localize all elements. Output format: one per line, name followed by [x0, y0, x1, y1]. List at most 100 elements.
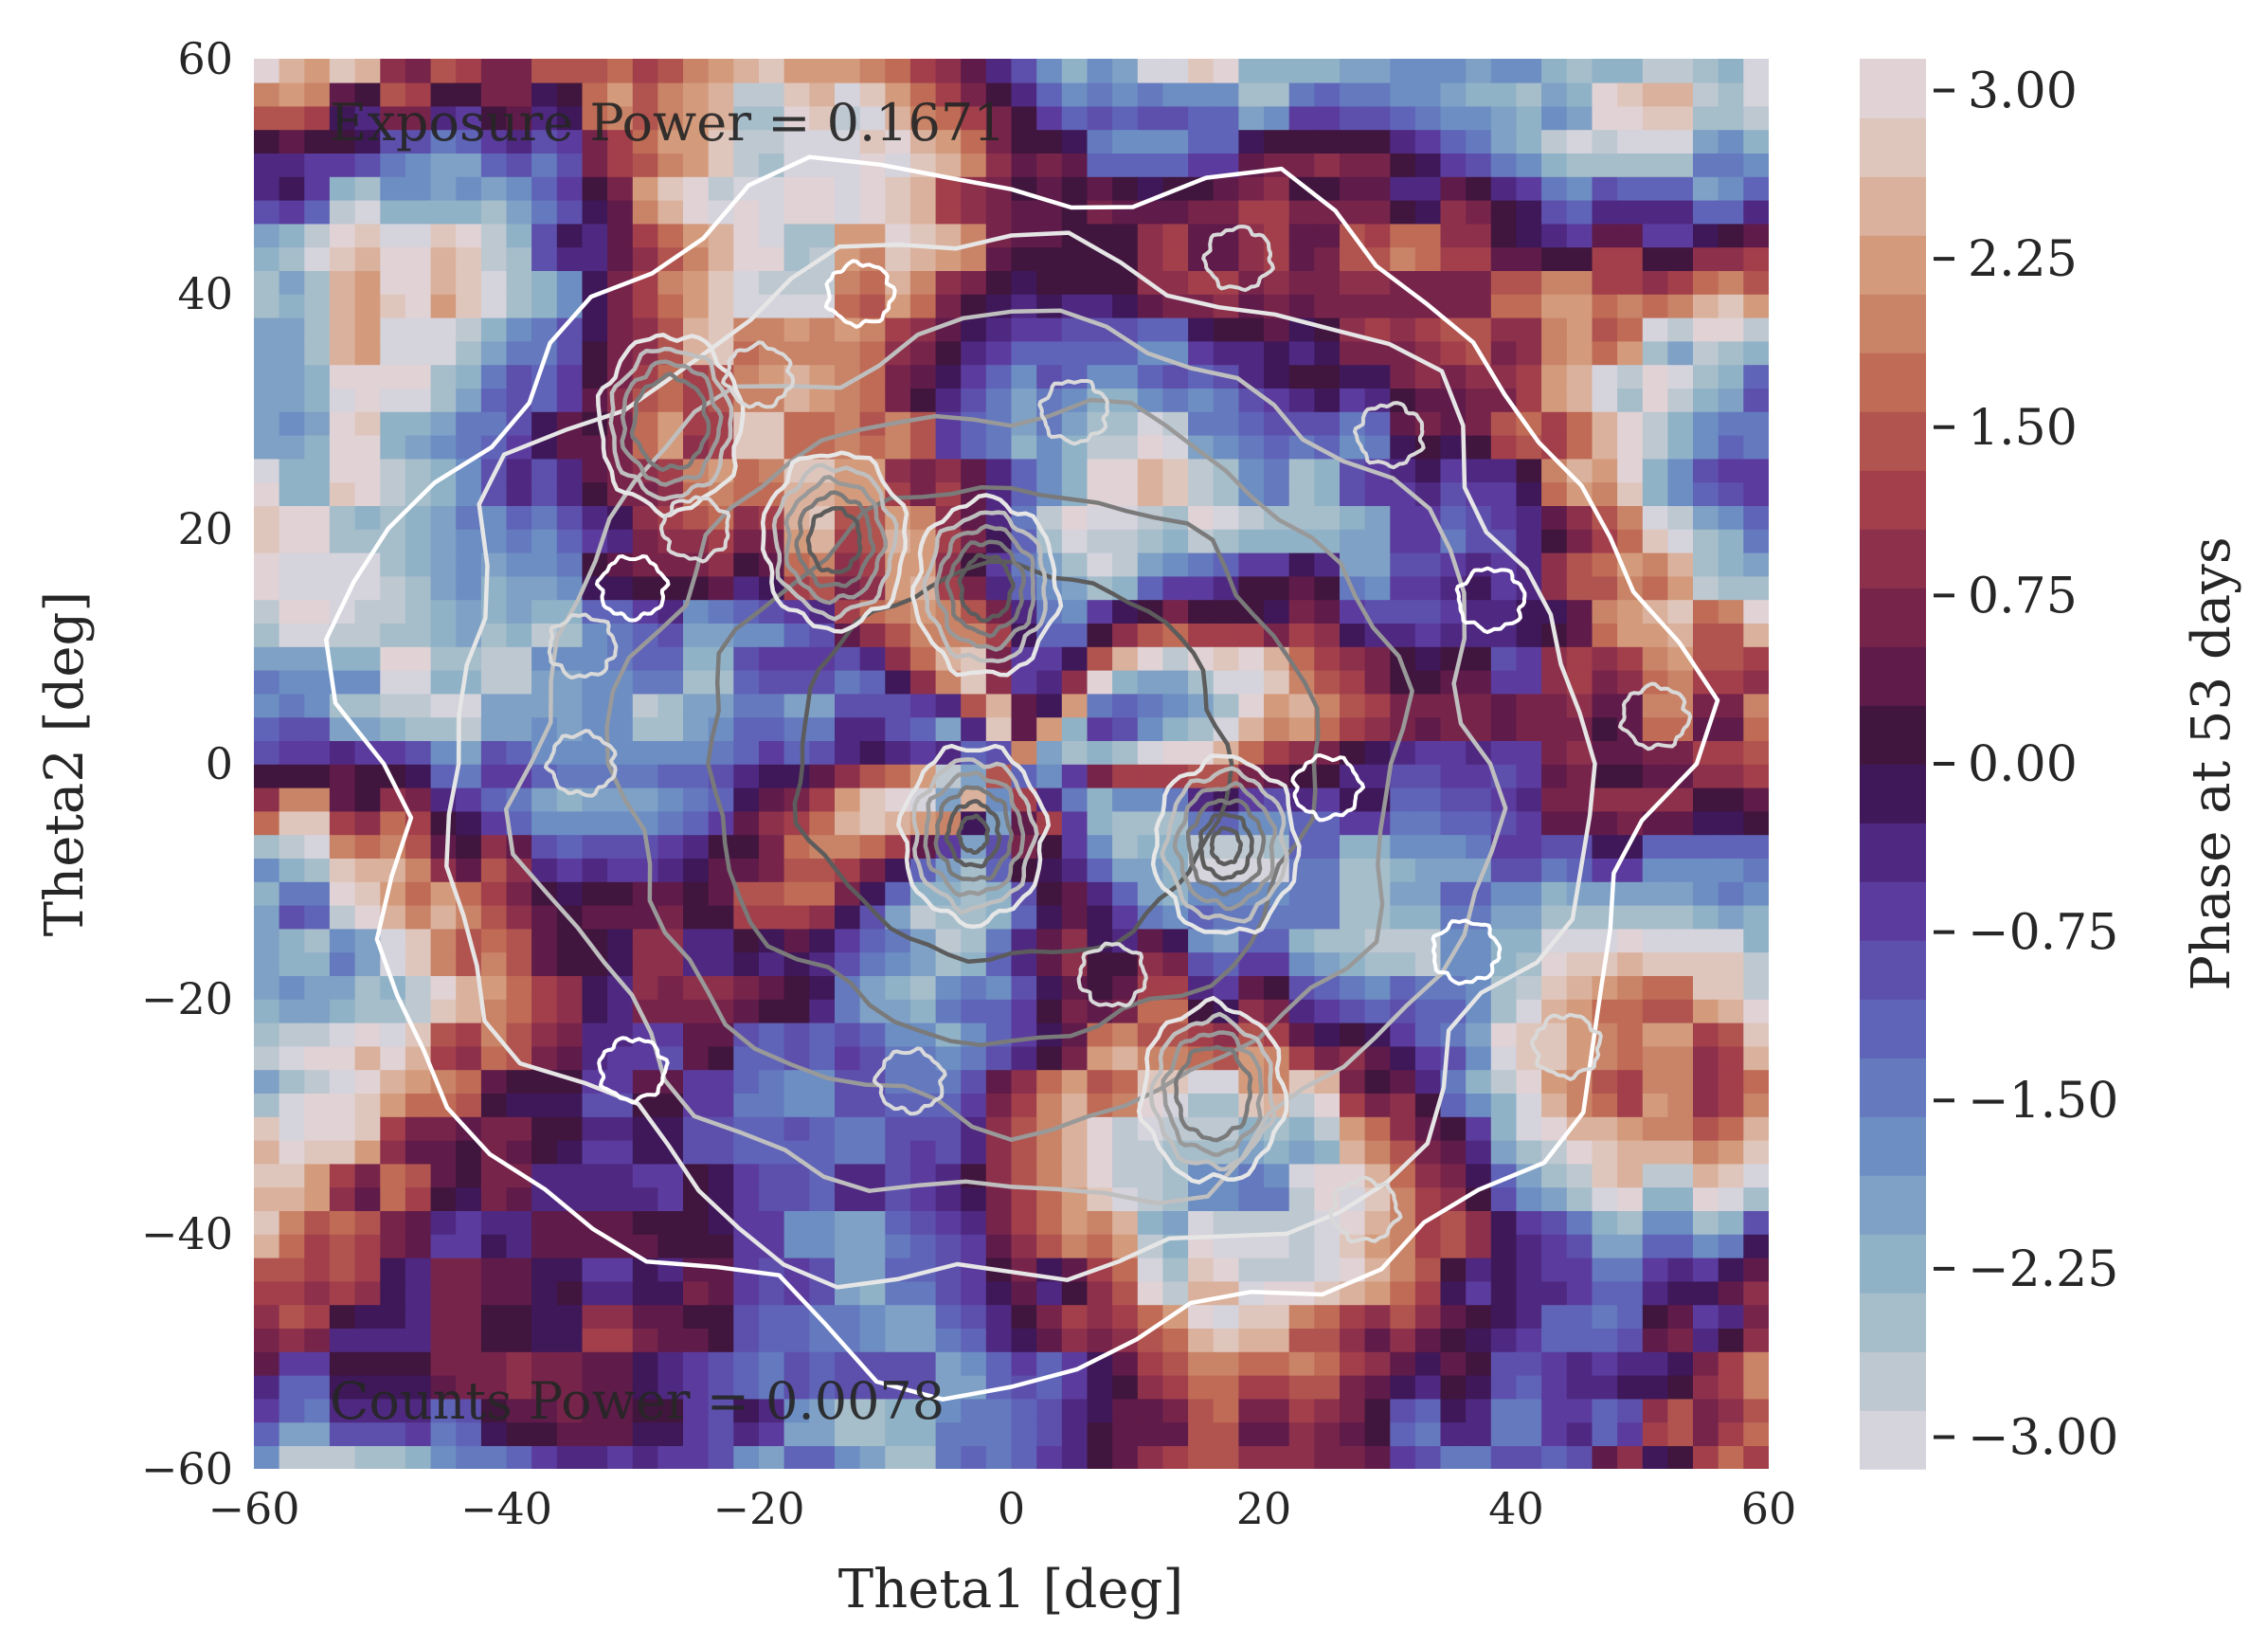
heatmap-cell [1036, 1163, 1063, 1188]
heatmap-cell [1642, 411, 1669, 436]
heatmap-cell [329, 975, 356, 1000]
heatmap-cell [657, 1163, 684, 1188]
heatmap-cell [329, 505, 356, 530]
heatmap-cell [1414, 1445, 1442, 1469]
heatmap-cell [582, 1351, 608, 1376]
heatmap-cell [254, 481, 280, 506]
heatmap-cell [1667, 1257, 1694, 1282]
heatmap-cell [985, 81, 1013, 107]
heatmap-cell [1188, 388, 1215, 412]
heatmap-cell [859, 340, 886, 366]
heatmap-cell [607, 928, 634, 953]
heatmap-cell [1414, 1398, 1442, 1423]
heatmap-cell [1087, 1116, 1113, 1141]
heatmap-cell [304, 1234, 331, 1258]
heatmap-cell [1642, 1374, 1669, 1400]
heatmap-cell [1617, 1022, 1644, 1047]
heatmap-cell [1137, 646, 1164, 671]
heatmap-cell [708, 951, 735, 976]
heatmap-cell [885, 434, 911, 460]
heatmap-cell [783, 1374, 810, 1400]
heatmap-cell [1213, 669, 1240, 695]
heatmap-cell [380, 270, 406, 295]
heatmap-cell [1667, 1280, 1694, 1306]
heatmap-cell [783, 199, 810, 225]
heatmap-cell [582, 881, 608, 906]
heatmap-cell [279, 669, 306, 695]
heatmap-cell [531, 1234, 558, 1258]
contour-line [544, 729, 618, 798]
heatmap-cell [254, 1280, 280, 1306]
heatmap-cell [556, 552, 584, 577]
heatmap-cell [733, 1234, 760, 1258]
heatmap-cell [1516, 1351, 1542, 1376]
contour-line [1530, 1012, 1603, 1081]
heatmap-cell [1490, 669, 1518, 695]
heatmap-cell [279, 411, 306, 436]
heatmap-cell [1011, 999, 1037, 1023]
heatmap-cell [1592, 1304, 1618, 1329]
heatmap-cell [1642, 1304, 1669, 1329]
heatmap-cell [1743, 1234, 1769, 1258]
heatmap-cell [1112, 176, 1139, 201]
heatmap-cell [1693, 529, 1719, 553]
heatmap-cell [909, 693, 937, 718]
heatmap-cell [683, 646, 710, 671]
contour-line [805, 506, 863, 574]
heatmap-cell [1314, 105, 1341, 131]
heatmap-cell [254, 881, 280, 906]
heatmap-cell [380, 199, 406, 225]
heatmap-cell [1340, 1398, 1366, 1423]
heatmap-cell [935, 1328, 962, 1352]
heatmap-cell [1718, 1069, 1745, 1094]
heatmap-cell [506, 575, 532, 601]
heatmap-cell [531, 834, 558, 859]
heatmap-cell [1718, 1328, 1745, 1352]
heatmap-cell [1693, 105, 1719, 131]
contour-line [1290, 753, 1365, 823]
heatmap-cell [1061, 1069, 1089, 1094]
heatmap-cell [607, 834, 634, 859]
heatmap-cell [1718, 575, 1745, 601]
heatmap-cell [961, 458, 987, 483]
heatmap-cell [1541, 129, 1568, 154]
heatmap-cell [1011, 975, 1037, 1000]
heatmap-cell [885, 623, 911, 647]
heatmap-cell [1112, 1069, 1139, 1094]
heatmap-cell [985, 1069, 1013, 1094]
heatmap-cell [1112, 1280, 1139, 1306]
heatmap-cell [1743, 246, 1769, 271]
heatmap-cell [556, 693, 584, 718]
heatmap-cell [1718, 1398, 1745, 1423]
heatmap-cell [935, 294, 962, 318]
heatmap-cell [835, 388, 861, 412]
heatmap-cell [1137, 129, 1164, 154]
heatmap-cell [1743, 223, 1769, 248]
heatmap-cell [1087, 693, 1113, 718]
heatmap-cell [935, 59, 962, 83]
heatmap-cell [1667, 388, 1694, 412]
heatmap-cell [556, 81, 584, 107]
heatmap-cell [859, 434, 886, 460]
heatmap-cell [1036, 1280, 1063, 1306]
heatmap-cell [708, 129, 735, 154]
heatmap-cell [456, 223, 482, 248]
heatmap-cell [1087, 1398, 1113, 1423]
heatmap-cell [1087, 858, 1113, 882]
heatmap-cell [506, 1093, 532, 1117]
heatmap-cell [582, 1093, 608, 1117]
heatmap-cell [1693, 505, 1719, 530]
heatmap-cell [985, 1210, 1013, 1235]
heatmap-cell [1087, 787, 1113, 812]
heatmap-cell [733, 223, 760, 248]
heatmap-cell [456, 1093, 482, 1117]
heatmap-cell [506, 246, 532, 271]
heatmap-cell [1490, 999, 1518, 1023]
heatmap-cell [1617, 1421, 1644, 1446]
heatmap-cell [1414, 1186, 1442, 1211]
heatmap-cell [405, 1163, 432, 1188]
heatmap-cell [909, 270, 937, 295]
heatmap-cell [1642, 81, 1669, 107]
heatmap-cell [708, 270, 735, 295]
heatmap-cell [1036, 458, 1063, 483]
